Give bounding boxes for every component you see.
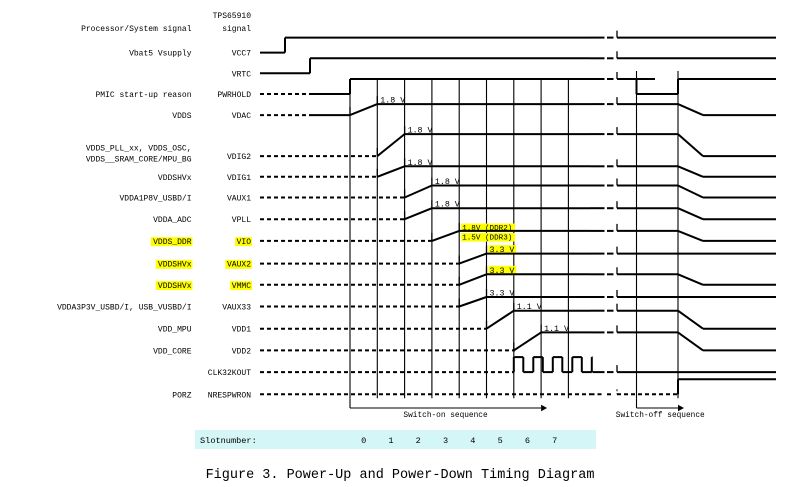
svg-text:PMIC start-up reason: PMIC start-up reason	[95, 91, 191, 100]
svg-text:signal: signal	[222, 25, 251, 34]
svg-text:VDDS: VDDS	[172, 112, 191, 121]
svg-text:1.5V (DDR3): 1.5V (DDR3)	[462, 234, 512, 242]
svg-text:VDDA_ADC: VDDA_ADC	[153, 216, 192, 225]
svg-text:3: 3	[443, 436, 448, 446]
svg-text:VCC7: VCC7	[232, 50, 251, 59]
svg-text:Processor/System signal: Processor/System signal	[81, 25, 192, 34]
svg-text:5: 5	[498, 436, 503, 446]
svg-text:NRESPWRON: NRESPWRON	[208, 391, 251, 400]
svg-text:Switch-on sequence: Switch-on sequence	[403, 412, 488, 420]
svg-text:0: 0	[361, 436, 366, 446]
svg-text:VDDSHVx: VDDSHVx	[158, 174, 192, 183]
svg-text:VDDA1P8V_USBD/I: VDDA1P8V_USBD/I	[119, 195, 191, 204]
svg-text:VDDSHVx: VDDSHVx	[158, 261, 192, 270]
svg-text:2: 2	[416, 436, 421, 446]
svg-text:VAUX33: VAUX33	[222, 304, 251, 313]
svg-text:CLK32KOUT: CLK32KOUT	[208, 369, 251, 378]
svg-text:Switch-off sequence: Switch-off sequence	[616, 412, 705, 420]
svg-text:VDD_MPU: VDD_MPU	[158, 326, 192, 335]
svg-text:VDIG2: VDIG2	[227, 153, 251, 162]
svg-text:VMMC: VMMC	[232, 282, 251, 291]
svg-text:1: 1	[388, 436, 393, 446]
svg-text:PWRHOLD: PWRHOLD	[217, 91, 251, 100]
svg-text:VDD_CORE: VDD_CORE	[153, 347, 192, 356]
svg-text:VDDS_PLL_xx, VDDS_OSC,: VDDS_PLL_xx, VDDS_OSC,	[86, 145, 192, 154]
svg-text:VDAC: VDAC	[232, 112, 251, 121]
svg-text:TPS65910: TPS65910	[213, 12, 252, 21]
svg-text:VAUX2: VAUX2	[227, 261, 251, 270]
svg-text:VDDS_DDR: VDDS_DDR	[153, 238, 192, 247]
svg-text:VRTC: VRTC	[232, 70, 251, 79]
svg-text:VDDS__SRAM_CORE/MPU_BG: VDDS__SRAM_CORE/MPU_BG	[86, 156, 192, 165]
svg-text:PORZ: PORZ	[172, 391, 191, 400]
svg-text:VDDA3P3V_USBD/I, USB_VUSBD/I: VDDA3P3V_USBD/I, USB_VUSBD/I	[57, 304, 191, 313]
svg-text:VDDSHVx: VDDSHVx	[158, 282, 192, 291]
svg-text:Slotnumber:: Slotnumber:	[200, 436, 257, 446]
svg-text:VAUX1: VAUX1	[227, 195, 251, 204]
svg-text:Figure 3. Power-Up and Power-D: Figure 3. Power-Up and Power-Down Timing…	[206, 468, 595, 483]
svg-text:VDD1: VDD1	[232, 326, 251, 335]
svg-text:4: 4	[470, 436, 475, 446]
svg-text:VDD2: VDD2	[232, 347, 251, 356]
svg-text:7: 7	[552, 436, 557, 446]
svg-text:6: 6	[525, 436, 530, 446]
svg-text:VPLL: VPLL	[232, 216, 251, 225]
svg-text:Vbat5 Vsupply: Vbat5 Vsupply	[129, 50, 192, 59]
svg-text:VDIG1: VDIG1	[227, 174, 251, 183]
svg-text:VIO: VIO	[237, 238, 252, 247]
